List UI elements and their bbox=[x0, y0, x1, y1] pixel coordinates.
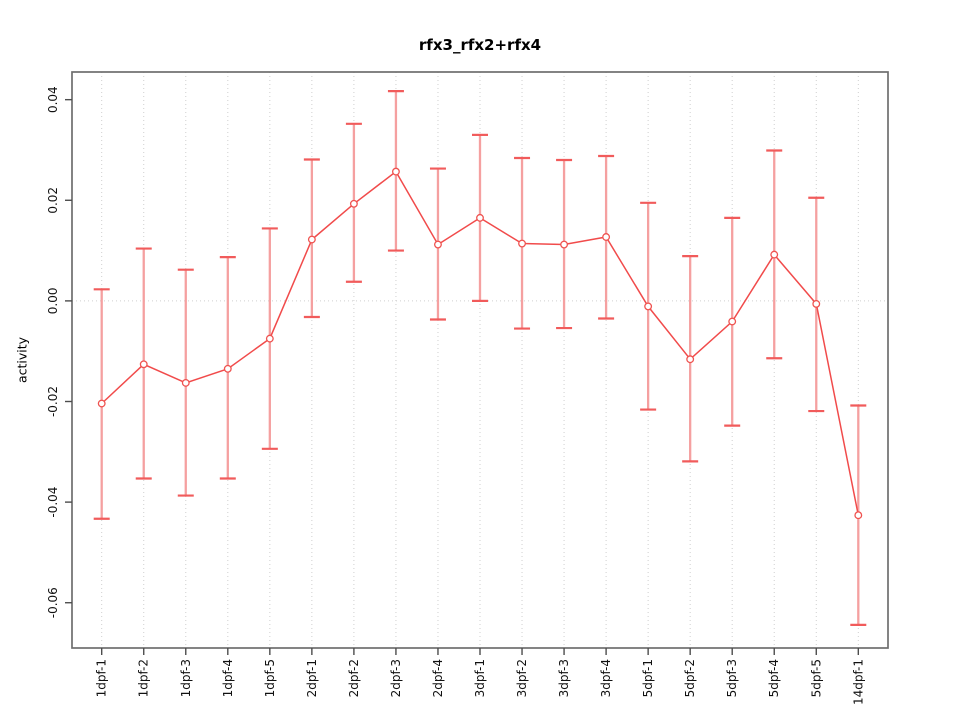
data-point-marker bbox=[265, 334, 274, 343]
data-point-marker bbox=[770, 250, 779, 259]
data-point-marker bbox=[728, 317, 737, 326]
data-point-marker bbox=[560, 240, 569, 249]
data-point-marker bbox=[349, 199, 358, 208]
y-axis-label: activity bbox=[14, 336, 30, 384]
data-point-marker bbox=[518, 239, 526, 248]
data-point-marker bbox=[139, 360, 148, 369]
x-tick-label: 1dpf-2 bbox=[137, 659, 151, 697]
data-point-marker bbox=[223, 364, 232, 373]
x-tick-label: 5dpf-1 bbox=[641, 659, 655, 697]
x-tick-label: 1dpf-5 bbox=[263, 659, 277, 697]
x-tick-label: 3dpf-1 bbox=[473, 659, 487, 697]
data-point-marker bbox=[181, 378, 190, 387]
data-point-marker bbox=[686, 355, 695, 364]
x-tick-label: 1dpf-4 bbox=[221, 659, 235, 697]
y-tick-label: 0.02 bbox=[46, 187, 60, 214]
x-tick-label: 2dpf-1 bbox=[305, 659, 319, 697]
x-tick-label: 14dpf-1 bbox=[851, 659, 865, 705]
x-tick-label: 5dpf-5 bbox=[809, 659, 823, 697]
data-point-marker bbox=[307, 235, 316, 244]
y-tick-label: -0.04 bbox=[46, 487, 60, 518]
x-tick-label: 5dpf-4 bbox=[767, 659, 781, 697]
data-point-marker bbox=[476, 213, 484, 222]
y-tick-label: 0.00 bbox=[46, 288, 60, 315]
x-tick-label: 2dpf-2 bbox=[347, 659, 361, 697]
x-tick-label: 5dpf-2 bbox=[683, 659, 697, 697]
y-tick-label: 0.04 bbox=[46, 86, 60, 113]
x-tick-label: 2dpf-3 bbox=[389, 659, 403, 697]
data-point-marker bbox=[854, 511, 863, 520]
x-tick-label: 1dpf-3 bbox=[179, 659, 193, 697]
x-tick-label: 3dpf-3 bbox=[557, 659, 571, 697]
data-point-marker bbox=[812, 299, 821, 308]
data-point-marker bbox=[391, 167, 400, 176]
data-point-marker bbox=[602, 233, 611, 241]
x-tick-label: 1dpf-1 bbox=[95, 659, 109, 697]
y-tick-label: -0.02 bbox=[46, 386, 60, 417]
data-point-marker bbox=[97, 399, 106, 408]
x-tick-label: 2dpf-4 bbox=[431, 659, 445, 697]
x-tick-label: 5dpf-3 bbox=[725, 659, 739, 697]
data-point-marker bbox=[644, 302, 653, 311]
data-point-marker bbox=[434, 240, 442, 249]
chart-title: rfx3_rfx2+rfx4 bbox=[418, 36, 542, 54]
x-tick-label: 3dpf-4 bbox=[599, 659, 613, 697]
y-tick-label: -0.06 bbox=[46, 587, 60, 618]
x-tick-label: 3dpf-2 bbox=[515, 659, 529, 697]
